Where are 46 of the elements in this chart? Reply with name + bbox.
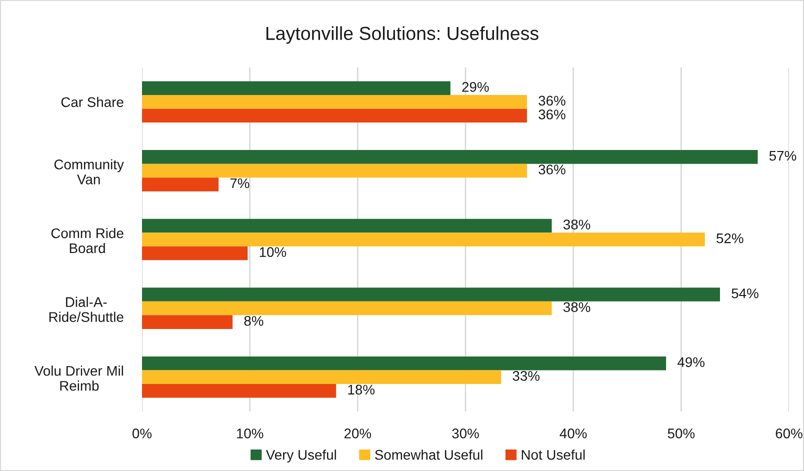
y-tick-label: Volu Driver Mil Reimb bbox=[34, 366, 124, 391]
legend-label: Very Useful bbox=[266, 450, 336, 463]
data-label: 49% bbox=[678, 357, 704, 368]
chart-title: Laytonville Solutions: Usefulness bbox=[266, 26, 538, 44]
x-tick-label: 10% bbox=[236, 428, 264, 438]
x-tick-label: 20% bbox=[344, 428, 372, 438]
bar bbox=[142, 232, 705, 246]
data-label: 36% bbox=[538, 96, 566, 106]
data-label: 38% bbox=[563, 220, 590, 230]
y-tick-label: Community Van bbox=[54, 159, 124, 184]
data-label: 57% bbox=[769, 150, 796, 161]
x-tick-label: 0% bbox=[132, 428, 152, 438]
data-label: 8% bbox=[244, 316, 264, 326]
bar bbox=[142, 150, 758, 164]
bar bbox=[142, 178, 219, 192]
bar bbox=[142, 301, 552, 316]
data-label: 36% bbox=[538, 164, 566, 174]
x-tick-label: 40% bbox=[560, 428, 587, 438]
data-label: 38% bbox=[563, 302, 590, 312]
legend-label: Not Useful bbox=[522, 450, 585, 460]
x-tick-label: 60% bbox=[776, 428, 802, 438]
data-label: 10% bbox=[260, 247, 286, 257]
bar bbox=[142, 315, 233, 329]
bar bbox=[142, 81, 450, 96]
bar bbox=[142, 370, 502, 384]
y-tick-label: Car Share bbox=[61, 96, 124, 108]
x-tick-label: 30% bbox=[452, 428, 479, 438]
data-label: 7% bbox=[230, 178, 250, 188]
data-label: 54% bbox=[732, 288, 758, 298]
y-tick-label: Dial-A- Ride/Shuttle bbox=[49, 296, 124, 322]
bar bbox=[142, 218, 552, 233]
bar bbox=[142, 246, 248, 260]
x-tick-label: 50% bbox=[668, 428, 695, 438]
bar bbox=[142, 95, 527, 109]
data-label: 52% bbox=[716, 233, 744, 244]
bar bbox=[142, 356, 666, 370]
legend-label: Somewhat Useful bbox=[375, 450, 482, 460]
bar bbox=[142, 288, 720, 302]
bar bbox=[142, 108, 527, 123]
data-label: 33% bbox=[512, 370, 540, 381]
bar bbox=[142, 164, 527, 178]
y-tick-label: Comm Ride Board bbox=[51, 228, 124, 254]
bar bbox=[142, 384, 336, 398]
data-label: 36% bbox=[538, 110, 566, 120]
data-label: 29% bbox=[462, 82, 489, 92]
data-label: 18% bbox=[348, 384, 375, 395]
